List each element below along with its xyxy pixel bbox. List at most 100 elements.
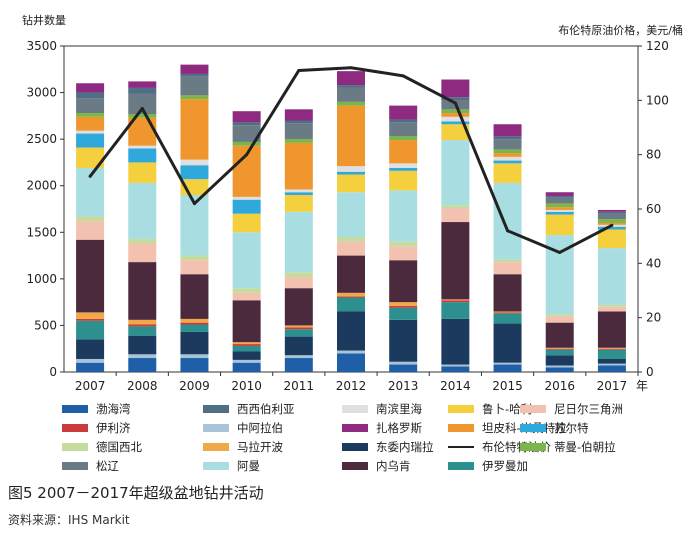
legend-item: 伊利济 [62,420,131,436]
legend-label: 内乌肯 [376,459,411,473]
legend-swatch [203,424,229,432]
bar-segment [284,288,313,326]
x-tick-label: 2012 [336,379,367,393]
bar-segment [232,342,261,345]
bar-segment [180,255,209,261]
bar-segment [389,105,418,120]
right-tick-label: 120 [646,39,669,53]
left-axis-title: 钻井数量 [22,14,66,27]
bar-segment [389,260,418,303]
bar-segment [441,113,470,117]
bar-segment [128,358,157,372]
bar-segment [284,109,313,121]
bar-segment [597,213,626,220]
bar-segment [284,189,313,193]
bar-segment [232,292,261,301]
bar-segment [284,276,313,289]
bar-segment [180,354,209,359]
legend-swatch [203,462,229,470]
legend-item: 扎格罗斯 [342,420,422,436]
bar-segment [180,195,209,256]
bar-segment [389,364,418,372]
bar-segment [232,199,261,214]
bar-segment [337,101,365,106]
brent-price-point [558,250,562,254]
bar-segment [597,348,626,350]
bar-segment [493,311,522,313]
x-tick-label: 2008 [127,379,158,393]
bar-segment [337,192,365,237]
bar-segment [76,362,105,372]
bar-segment [597,349,626,359]
bar-segment [284,272,313,277]
brent-price-point [297,68,301,72]
bar-segment [337,171,365,175]
bar-segment [337,255,365,293]
bar-segment [389,170,418,191]
bar-segment [284,120,313,124]
brent-price-point [140,106,144,110]
legend-label: 德国西北 [96,440,142,454]
bar-segment [180,99,209,160]
legend-label: 渤海湾 [96,402,131,416]
legend-item: 中阿拉伯 [203,420,283,436]
x-tick-label: 2007 [75,379,106,393]
bar-segment [441,109,470,114]
legend-swatch [520,405,546,413]
brent-price-point [506,229,510,233]
bar-segment [128,262,157,320]
bar-segment [337,87,365,102]
right-tick-label: 20 [646,311,661,325]
bar-segment [597,248,626,305]
bar-segment [441,222,470,300]
bar-segment [493,153,522,157]
figure-caption: 图5 2007－2017年超级盆地钻井活动 [8,484,264,502]
bar-segment [597,304,626,307]
bar-segment [76,92,105,99]
bar-segment [597,365,626,372]
legend-item: 伊罗曼加 [448,458,528,474]
bar-segment [597,358,626,364]
bar-segment [493,313,522,324]
bar-segment [128,319,157,325]
bar-segment [441,116,470,122]
bar-segment [232,125,261,142]
bar-segment [232,196,261,200]
right-tick-label: 100 [646,93,669,107]
source-note: 资料来源：IHS Markit [8,513,130,527]
bar-segment [597,311,626,348]
bar-segment [493,124,522,137]
bar-segment [76,98,105,114]
bar-segment [389,136,418,141]
legend-label: 阿曼 [237,459,260,473]
bar-segment [180,260,209,275]
bar-segment [76,320,105,340]
bar-segment [284,336,313,356]
bar-segment [493,259,522,263]
legend-label: 伊利济 [96,421,131,435]
bar-segment [389,163,418,169]
legend-label: 南滨里海 [376,402,422,416]
legend-swatch [203,443,229,451]
legend-swatch [520,424,546,432]
legend-item: 内乌肯 [342,458,411,474]
bar-segment [284,355,313,359]
left-tick-label: 3500 [26,39,57,53]
bar-segment [337,236,365,242]
bar-segment [76,239,105,313]
legend-swatch [62,443,88,451]
legend-swatch [342,424,368,432]
bar-segment [76,221,105,240]
bar-segment [76,147,105,169]
bar-segment [180,64,209,74]
bar-segment [180,324,209,332]
brent-price-point [88,174,92,178]
legend-label: 松辽 [96,459,119,473]
legend-item: 德国西北 [62,439,142,455]
legend-swatch [203,405,229,413]
legend-label: 西西伯利亚 [237,402,295,416]
bar-segment [389,302,418,306]
bar-segment [545,367,574,372]
bar-segment [389,119,418,123]
bar-segment [180,76,209,96]
